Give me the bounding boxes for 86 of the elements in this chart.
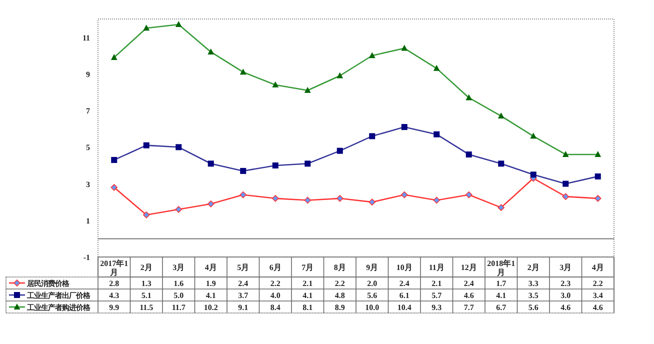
point xyxy=(175,206,182,213)
x-tick-label: 4月 xyxy=(204,263,217,272)
x-tick-label: 4月 xyxy=(592,263,604,272)
data-label: 5.1 xyxy=(141,291,152,300)
y-tick-label: 11 xyxy=(82,33,90,42)
data-label: 3.3 xyxy=(528,279,538,288)
point xyxy=(336,195,344,202)
data-label: 8.9 xyxy=(334,303,345,312)
data-label: 3.5 xyxy=(528,291,538,300)
x-tick-label: 3月 xyxy=(172,263,185,272)
point xyxy=(207,200,214,208)
data-label: 4.3 xyxy=(109,291,120,300)
point xyxy=(498,204,505,211)
data-label: 6.1 xyxy=(399,291,410,300)
y-tick-label: 9 xyxy=(86,70,90,79)
data-label: 1.7 xyxy=(496,279,506,288)
x-tick-label: 2017年1月 xyxy=(100,259,128,277)
data-label: 2.2 xyxy=(270,279,280,288)
data-label: 3.0 xyxy=(560,291,571,300)
point xyxy=(110,184,118,191)
data-label: 5.7 xyxy=(432,291,442,300)
data-label: 1.3 xyxy=(141,279,152,288)
data-label: 10.4 xyxy=(397,303,412,312)
data-label: 3.4 xyxy=(592,291,603,300)
y-tick-label: -1 xyxy=(83,253,90,262)
data-label: 5.6 xyxy=(367,291,378,300)
data-label: 2.4 xyxy=(399,279,410,288)
x-tick-label: 2018年1月 xyxy=(487,259,516,277)
data-label: 2.8 xyxy=(109,279,120,288)
y-tick-label: 1 xyxy=(86,216,90,226)
data-label: 9.9 xyxy=(109,303,120,312)
data-label: 4.1 xyxy=(206,291,216,300)
data-label: 4.8 xyxy=(334,291,345,300)
point xyxy=(433,196,440,204)
x-tick-label: 12月 xyxy=(460,263,477,272)
data-label: 8.4 xyxy=(270,303,280,312)
x-tick-label: 5月 xyxy=(237,263,250,272)
data-label: 2.1 xyxy=(302,279,313,288)
data-label: 5.0 xyxy=(174,291,184,300)
x-tick-label: 7月 xyxy=(302,263,314,272)
point xyxy=(368,198,376,206)
x-tick-label: 6月 xyxy=(269,263,282,272)
x-tick-label: 3月 xyxy=(560,263,572,272)
data-label: 5.6 xyxy=(528,303,538,312)
data-label: 11.7 xyxy=(172,303,186,312)
data-label: 4.1 xyxy=(496,291,506,300)
x-tick-label: 9月 xyxy=(366,263,378,272)
y-tick-label: 7 xyxy=(86,106,90,116)
data-label: 11.5 xyxy=(140,303,154,312)
data-label: 2.0 xyxy=(367,279,378,288)
data-label: 2.2 xyxy=(592,279,603,288)
data-label: 4.1 xyxy=(302,291,313,300)
data-label: 9.3 xyxy=(432,303,442,312)
y-tick-label: 5 xyxy=(86,143,90,152)
point xyxy=(304,196,312,204)
data-label: 4.6 xyxy=(464,291,474,300)
point xyxy=(142,211,150,218)
data-label: 8.1 xyxy=(302,303,313,312)
x-tick-label: 2月 xyxy=(527,263,540,272)
data-label: 4.6 xyxy=(592,303,603,312)
data-label: 2.4 xyxy=(464,279,474,288)
y-tick-label: 3 xyxy=(86,180,90,189)
data-label: 2.4 xyxy=(238,279,248,288)
point xyxy=(465,191,472,198)
data-label: 6.7 xyxy=(496,303,506,312)
x-tick-label: 2月 xyxy=(140,263,152,272)
x-tick-label: 11月 xyxy=(428,263,444,272)
data-label: 10.0 xyxy=(365,303,380,312)
data-label: 4.6 xyxy=(560,303,571,312)
data-label: 2.2 xyxy=(334,279,345,288)
data-label: 1.9 xyxy=(206,279,216,288)
data-label: 7.7 xyxy=(464,303,474,312)
point xyxy=(240,191,247,198)
x-tick-label: 10月 xyxy=(396,263,412,272)
data-label: 4.0 xyxy=(270,291,280,300)
data-label: 2.1 xyxy=(432,279,442,288)
data-label: 3.7 xyxy=(238,291,248,300)
data-label: 1.6 xyxy=(174,279,184,288)
x-tick-label: 8月 xyxy=(334,263,346,272)
point xyxy=(272,195,279,202)
point xyxy=(400,191,408,198)
data-label: 9.1 xyxy=(238,303,248,312)
data-label: 2.3 xyxy=(560,279,571,288)
point xyxy=(562,193,570,200)
point xyxy=(594,195,602,202)
data-label: 10.2 xyxy=(204,303,218,312)
